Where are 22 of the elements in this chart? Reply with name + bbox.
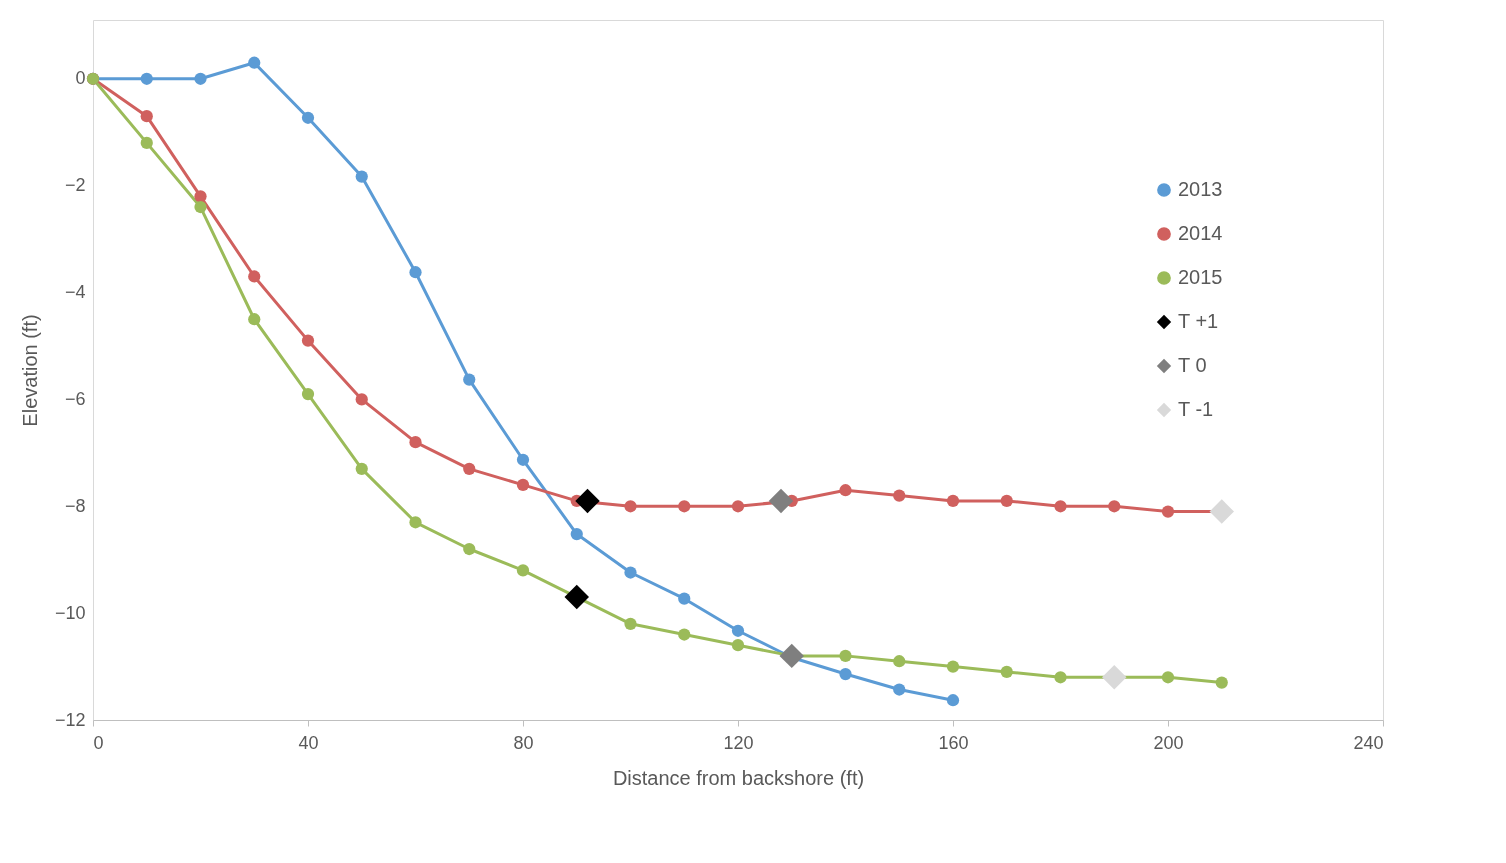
y-tick-label: −8 xyxy=(64,495,86,516)
x-axis-title: Distance from backshore (ft) xyxy=(612,766,865,789)
x-tick-label: 80 xyxy=(513,732,534,753)
y-tick-label: −4 xyxy=(64,282,86,303)
legend-label: T +1 xyxy=(1178,310,1219,332)
y-tick-label: −12 xyxy=(54,709,86,730)
y-tick-label: −2 xyxy=(64,175,86,196)
y-tick-label: −10 xyxy=(54,602,86,623)
y-tick-label: 0 xyxy=(75,68,86,89)
x-tick-label: 200 xyxy=(1153,732,1184,753)
legend-label: 2014 xyxy=(1178,222,1223,244)
x-tick-label: 120 xyxy=(723,732,754,753)
x-tick-label: 240 xyxy=(1353,732,1384,753)
x-tick-label: 160 xyxy=(938,732,969,753)
y-tick-label: −6 xyxy=(64,388,86,409)
legend-label: T 0 xyxy=(1178,354,1207,376)
x-tick-label: 40 xyxy=(298,732,319,753)
x-tick-label: 0 xyxy=(93,732,104,753)
y-axis-title: Elevation (ft) xyxy=(18,314,41,427)
legend-label: T -1 xyxy=(1178,398,1214,420)
legend-label: 2015 xyxy=(1178,266,1223,288)
legend-label: 2013 xyxy=(1178,178,1223,200)
